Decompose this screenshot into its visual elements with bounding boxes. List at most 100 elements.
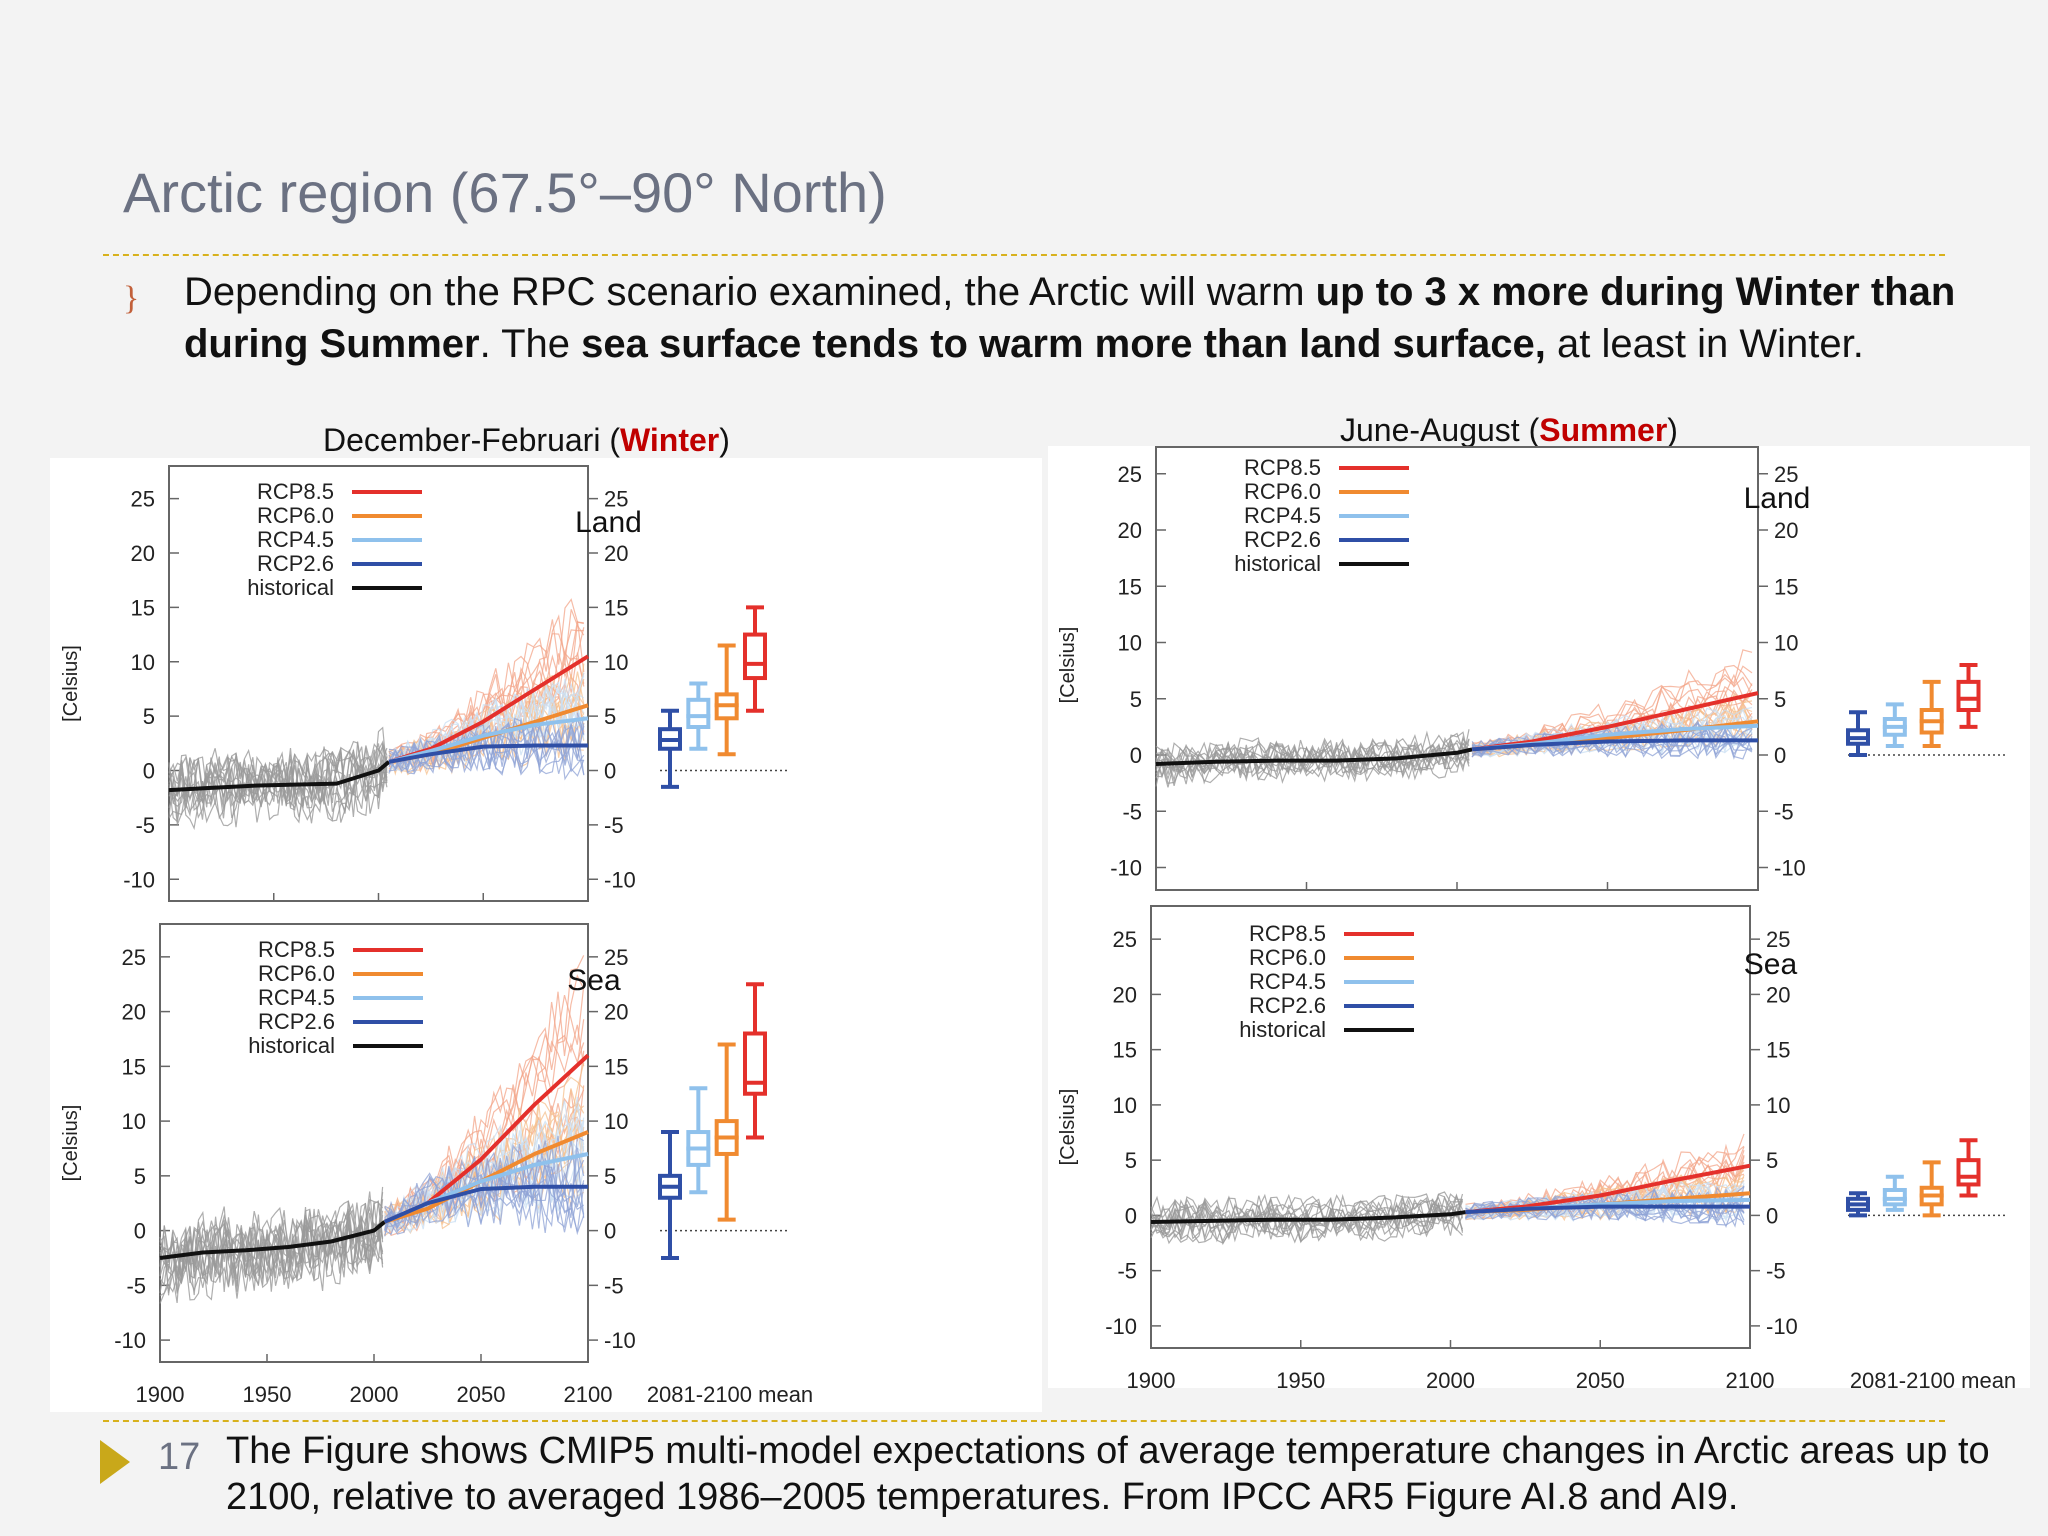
y-axis-label: [Celsius] bbox=[1057, 627, 1079, 704]
winter-figure: 25 25 20 20 15 15 10 10 5 5 0 0 -5 -5 -10 -10 [Celsius] R… bbox=[50, 458, 1042, 1412]
x-tick-label: 2100 bbox=[564, 1382, 613, 1407]
legend-label: RCP2.6 bbox=[1244, 527, 1321, 552]
y-tick-label: 15 bbox=[122, 1054, 146, 1079]
bullet-bold: sea surface tends to warm more than land… bbox=[581, 322, 1546, 366]
legend-label: RCP4.5 bbox=[1244, 503, 1321, 528]
figure-title-text: ) bbox=[1667, 412, 1678, 448]
RCP2.6-ensemble-line bbox=[384, 1147, 585, 1236]
y-tick-label: 15 bbox=[131, 595, 155, 620]
panel-label: Land bbox=[575, 506, 642, 539]
RCP8.5-box bbox=[1956, 1158, 1981, 1187]
RCP4.5-ensemble-line bbox=[388, 689, 585, 771]
legend-label: historical bbox=[247, 575, 334, 600]
y-tick-label: -10 bbox=[1105, 1314, 1137, 1339]
y-axis-label: [Celsius] bbox=[60, 1105, 82, 1182]
legend-label: RCP8.5 bbox=[258, 937, 335, 962]
y-tick-label-right: 25 bbox=[1774, 462, 1798, 487]
historical-ensemble-line bbox=[1150, 1193, 1464, 1231]
slide-number: 17 bbox=[158, 1436, 201, 1478]
RCP8.5-box bbox=[743, 632, 767, 681]
x-tick-label: 1900 bbox=[136, 1382, 185, 1407]
y-tick-label: 25 bbox=[131, 487, 155, 512]
RCP6.0-ensemble-line bbox=[388, 674, 585, 776]
footer-divider bbox=[103, 1420, 1945, 1422]
legend-label: RCP8.5 bbox=[1244, 455, 1321, 480]
bullet-part: . The bbox=[479, 322, 582, 366]
legend-label: historical bbox=[1239, 1017, 1326, 1042]
legend-label: RCP2.6 bbox=[257, 551, 334, 576]
y-tick-label-right: 0 bbox=[1766, 1203, 1778, 1228]
y-tick-label-right: 20 bbox=[604, 1000, 628, 1025]
RCP2.6-ensemble-line bbox=[384, 1173, 585, 1237]
y-tick-label: 10 bbox=[1113, 1093, 1137, 1118]
y-tick-label-right: 10 bbox=[1774, 631, 1798, 656]
y-tick-label-right: 20 bbox=[1774, 518, 1798, 543]
x-tick-label: 2050 bbox=[457, 1382, 506, 1407]
y-tick-label: 15 bbox=[1118, 574, 1142, 599]
historical-mean-line bbox=[1150, 1210, 1466, 1224]
x-tick-label: 1950 bbox=[243, 1382, 292, 1407]
RCP4.5-mean-line bbox=[388, 716, 589, 764]
y-tick-label-right: 5 bbox=[604, 704, 616, 729]
figure-title-text: December-Februari ( bbox=[323, 422, 620, 458]
x-tick-label: 2100 bbox=[1726, 1368, 1775, 1388]
y-tick-label-right: 10 bbox=[1766, 1093, 1790, 1118]
y-tick-label-right: 0 bbox=[604, 759, 616, 784]
y-tick-label: -5 bbox=[1122, 799, 1142, 824]
x-tick-label: 2000 bbox=[350, 1382, 399, 1407]
y-tick-label-right: -10 bbox=[1774, 856, 1806, 881]
legend-label: RCP2.6 bbox=[1249, 993, 1326, 1018]
panel-label: Sea bbox=[567, 964, 621, 997]
y-tick-label: -10 bbox=[1110, 856, 1142, 881]
y-tick-label: 10 bbox=[1118, 631, 1142, 656]
y-tick-label: -5 bbox=[1117, 1259, 1137, 1284]
y-tick-label: -10 bbox=[114, 1328, 146, 1353]
legend-label: RCP4.5 bbox=[1249, 969, 1326, 994]
y-tick-label: 25 bbox=[122, 945, 146, 970]
historical-ensemble-line bbox=[168, 748, 388, 812]
legend-label: RCP8.5 bbox=[1249, 921, 1326, 946]
y-tick-label: 25 bbox=[1113, 927, 1137, 952]
footer-caption: The Figure shows CMIP5 multi-model expec… bbox=[226, 1430, 1990, 1518]
y-tick-label-right: -5 bbox=[604, 1273, 624, 1298]
y-tick-label-right: 10 bbox=[604, 1109, 628, 1134]
footer-arrow-icon bbox=[100, 1440, 130, 1484]
y-tick-label: 5 bbox=[1125, 1148, 1137, 1173]
y-tick-label: 20 bbox=[1113, 982, 1137, 1007]
historical-ensemble-line bbox=[159, 1200, 384, 1271]
legend-label: historical bbox=[1234, 551, 1321, 576]
legend-label: RCP4.5 bbox=[258, 985, 335, 1010]
slide-title: Arctic region (67.5°–90° North) bbox=[123, 161, 887, 224]
summer-figure-title: June-August (Summer) bbox=[1340, 412, 1678, 449]
y-tick-label-right: -10 bbox=[604, 1328, 636, 1353]
chart-summer-sea: 25 25 20 20 15 15 10 10 5 5 0 0 -5 -5 -10 -10 1900 1950 20… bbox=[1057, 905, 2016, 1388]
y-tick-label-right: -5 bbox=[604, 813, 624, 838]
y-tick-label: 20 bbox=[1118, 518, 1142, 543]
y-tick-label: 20 bbox=[131, 541, 155, 566]
winter-figure-title: December-Februari (Winter) bbox=[323, 422, 730, 459]
chart-summer-land: 25 25 20 20 15 15 10 10 5 5 0 0 -5 -5 -10 -10 [Celsius] R… bbox=[1057, 446, 2008, 891]
legend-label: RCP2.6 bbox=[258, 1009, 335, 1034]
bullet-marker: } bbox=[123, 280, 140, 317]
chart-winter-land: 25 25 20 20 15 15 10 10 5 5 0 0 -5 -5 -10 -10 [Celsius] R… bbox=[60, 465, 790, 902]
y-tick-label-right: 15 bbox=[1774, 574, 1798, 599]
panel-label: Land bbox=[1744, 482, 1811, 515]
y-tick-label: 20 bbox=[122, 1000, 146, 1025]
y-tick-label: 5 bbox=[143, 704, 155, 729]
y-tick-label-right: 15 bbox=[1766, 1038, 1790, 1063]
legend-label: RCP6.0 bbox=[1244, 479, 1321, 504]
y-tick-label-right: 5 bbox=[604, 1164, 616, 1189]
historical-ensemble-line bbox=[159, 1222, 384, 1303]
y-tick-label-right: 5 bbox=[1766, 1148, 1778, 1173]
y-tick-label-right: 5 bbox=[1774, 687, 1786, 712]
historical-ensemble-line bbox=[1155, 729, 1470, 774]
historical-mean-line bbox=[1155, 747, 1473, 766]
box-x-label: 2081-2100 mean bbox=[647, 1382, 813, 1407]
panel-label: Sea bbox=[1744, 948, 1798, 981]
historical-ensemble-line bbox=[168, 762, 388, 825]
figure-title-text: ) bbox=[719, 422, 730, 458]
y-tick-label-right: 25 bbox=[1766, 927, 1790, 952]
RCP4.5-box bbox=[686, 697, 711, 729]
figure-season: Summer bbox=[1539, 412, 1668, 448]
RCP2.6-mean-line bbox=[388, 743, 588, 764]
